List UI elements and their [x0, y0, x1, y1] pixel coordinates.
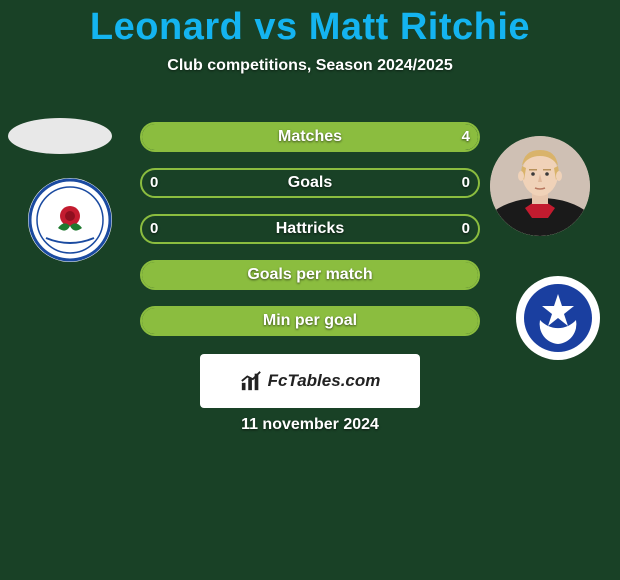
bar-right-value: 4: [454, 124, 478, 150]
chart-icon: [240, 370, 262, 392]
player-right-avatar: [490, 136, 590, 236]
subtitle: Club competitions, Season 2024/2025: [0, 57, 620, 75]
bar-left-value: [142, 262, 158, 288]
bar-label: Matches: [142, 124, 478, 150]
bar-label: Min per goal: [142, 308, 478, 334]
club-badge-right: [516, 276, 600, 360]
brand-badge[interactable]: FcTables.com: [200, 354, 420, 408]
bar-goals-per-match: Goals per match: [140, 260, 480, 290]
bar-label: Goals per match: [142, 262, 478, 288]
date-text: 11 november 2024: [0, 416, 620, 434]
bar-hattricks: Hattricks 0 0: [140, 214, 480, 244]
bar-left-value: 0: [142, 170, 166, 196]
club-badge-left: [28, 178, 112, 262]
bar-left-value: [142, 124, 158, 150]
bar-right-value: 0: [454, 170, 478, 196]
player-left-avatar: [8, 118, 112, 154]
bar-label: Hattricks: [142, 216, 478, 242]
bar-label: Goals: [142, 170, 478, 196]
bar-min-per-goal: Min per goal: [140, 306, 480, 336]
bar-left-value: 0: [142, 216, 166, 242]
bar-goals: Goals 0 0: [140, 168, 480, 198]
bar-left-value: [142, 308, 158, 334]
bar-right-value: [462, 262, 478, 288]
bar-right-value: 0: [454, 216, 478, 242]
bar-matches: Matches 4: [140, 122, 480, 152]
brand-text: FcTables.com: [268, 371, 381, 391]
comparison-bars: Matches 4 Goals 0 0 Hattricks 0 0 Goals …: [140, 122, 480, 352]
page-title: Leonard vs Matt Ritchie: [0, 0, 620, 49]
bar-right-value: [462, 308, 478, 334]
